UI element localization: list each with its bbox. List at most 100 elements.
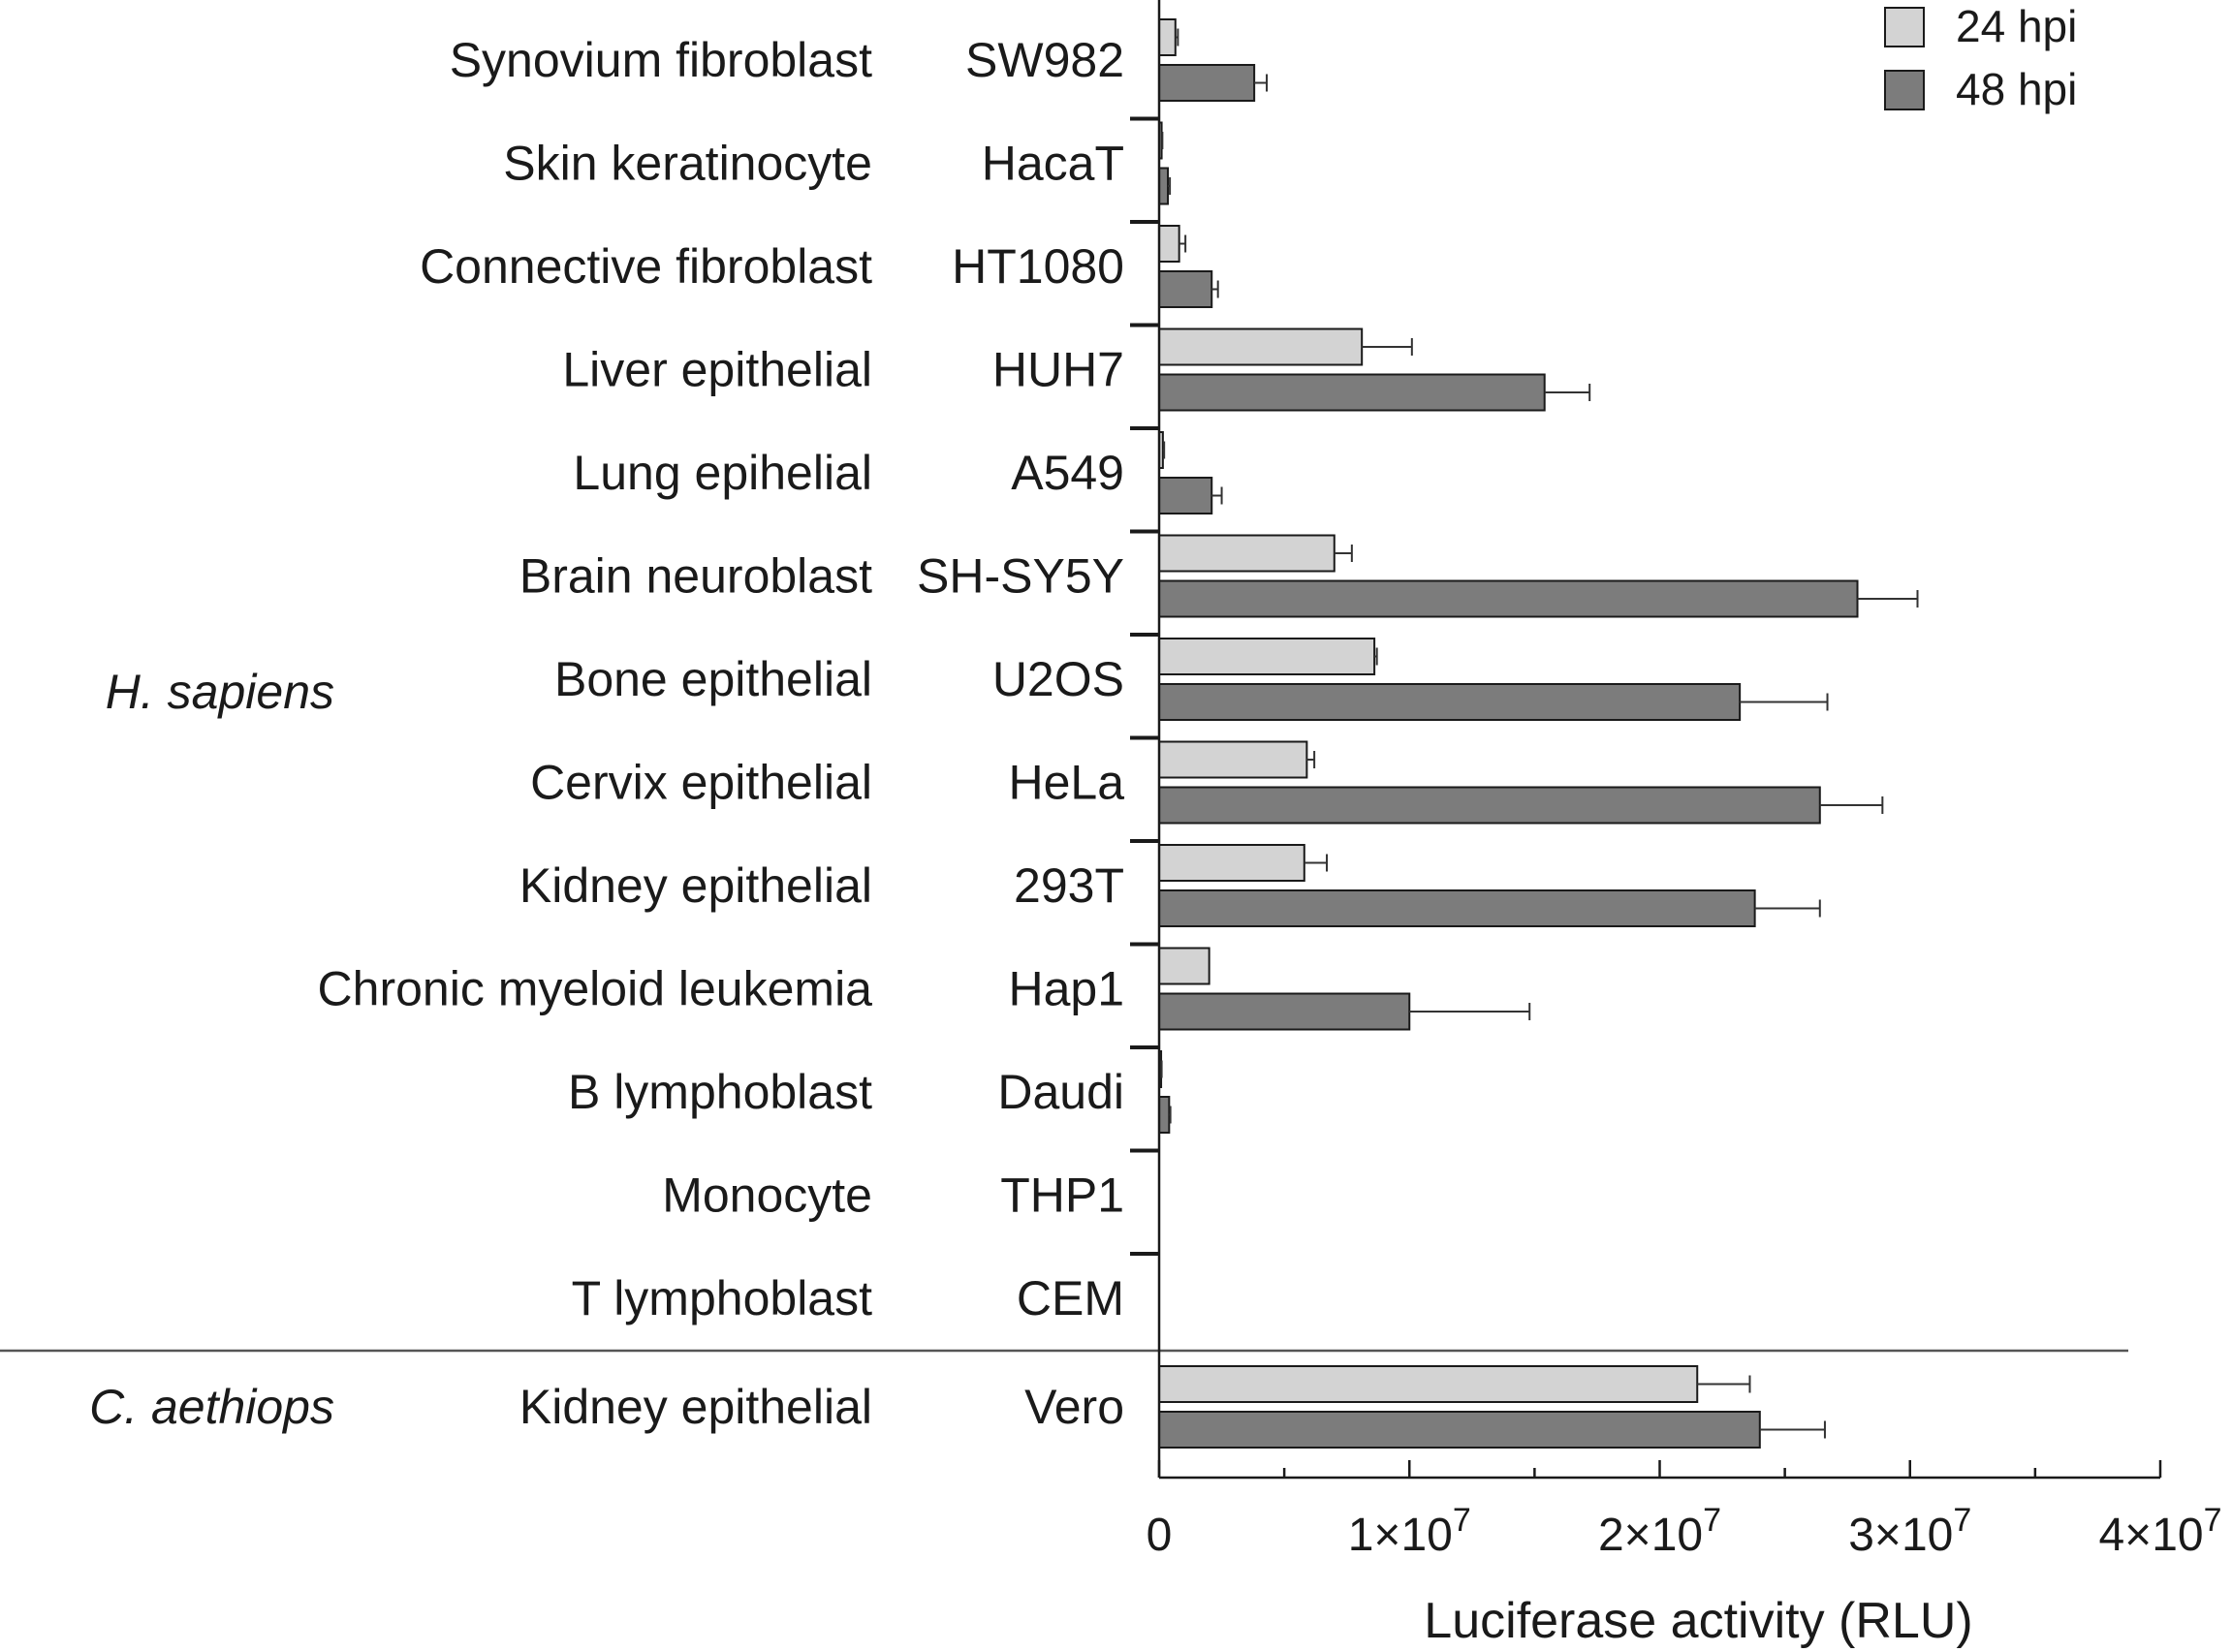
cell-line-label-sw982: SW982 [965,33,1124,87]
cell-type-label-u2os: Bone epithelial [554,652,872,706]
legend: 24 hpi 48 hpi [1884,1,2077,114]
cell-type-label-hacat: Skin keratinocyte [503,137,872,191]
bar-a549-48hpi [1158,477,1213,514]
x-tick-mantissa: 0 [1147,1510,1173,1561]
cell-type-label-cem: T lymphoblast [572,1271,872,1325]
bar-hela-48hpi [1158,786,1821,825]
error-bar-u2os-24hpi [1374,647,1378,666]
error-bar-vero-48hpi [1759,1420,1826,1439]
cell-type-label-a549: Lung epihelial [573,446,872,500]
cell-line-label-sh-sy5y: SH-SY5Y [917,549,1124,604]
x-tick-exponent: 7 [1703,1502,1721,1539]
species-labels: H. sapiens C. aethiops [89,665,334,1434]
cell-line-label-ht1080: HT1080 [952,239,1124,294]
bar-sw982-24hpi [1158,18,1177,56]
bar-vero-48hpi [1158,1411,1761,1449]
bar-huh7-24hpi [1158,327,1364,366]
cell-line-label-cem: CEM [1017,1271,1124,1325]
x-tick-exponent: 7 [1453,1502,1471,1539]
error-bar-hela-24hpi [1306,751,1316,768]
x-tick-label: 1×107 [1348,1502,1471,1561]
cell-type-label-thp1: Monocyte [662,1169,872,1223]
legend-label-24-hpi: 24 hpi [1956,1,2077,51]
cell-line-label-thp1: THP1 [1000,1169,1124,1223]
x-tick-label: 2×107 [1598,1502,1721,1561]
axes: 0 1×107 2×107 3×107 4×107 [0,0,2222,1561]
bar-huh7-48hpi [1158,373,1546,412]
error-bar-ht1080-48hpi [1211,280,1219,298]
legend-label-48-hpi: 48 hpi [1956,64,2077,114]
bar-293t-48hpi [1158,889,1756,927]
x-tick-label: 4×107 [2098,1502,2221,1561]
bar-sh-sy5y-24hpi [1158,534,1336,573]
bar-ht1080-24hpi [1158,225,1180,263]
legend-swatch-24-hpi [1884,7,1925,47]
bar-vero-24hpi [1158,1365,1699,1403]
cell-type-label-vero: Kidney epithelial [519,1380,872,1434]
cell-line-label-u2os: U2OS [992,652,1124,706]
bar-sw982-48hpi [1158,64,1256,102]
cell-type-label-293t: Kidney epithelial [519,858,872,913]
error-bar-huh7-24hpi [1362,338,1413,356]
cell-line-label-a549: A549 [1011,446,1124,500]
cell-line-label-hap1: Hap1 [1008,962,1124,1016]
error-bar-ht1080-24hpi [1179,234,1187,253]
legend-swatch-48-hpi [1884,70,1925,110]
error-bar-hap1-48hpi [1409,1003,1531,1020]
error-bar-293t-48hpi [1754,899,1821,918]
error-bar-hacat-24hpi [1161,132,1164,149]
bars [1158,18,1859,1449]
x-axis-title: Luciferase activity (RLU) [1424,1593,1972,1649]
x-tick-label: 0 [1147,1510,1173,1561]
cell-type-label-hap1: Chronic myeloid leukemia [318,962,873,1016]
cell-type-label-sh-sy5y: Brain neuroblast [519,549,872,604]
error-bar-u2os-48hpi [1740,693,1829,711]
error-bar-vero-24hpi [1697,1375,1751,1393]
bar-sh-sy5y-48hpi [1158,579,1859,618]
error-bar-sw982-48hpi [1254,74,1269,92]
x-tick-mantissa: 4×10 [2098,1510,2203,1561]
bar-293t-24hpi [1158,844,1305,882]
x-tick-label: 3×107 [1848,1502,1971,1561]
bar-daudi-48hpi [1158,1096,1171,1134]
x-tick-mantissa: 1×10 [1348,1510,1453,1561]
cell-line-label-daudi: Daudi [997,1065,1124,1119]
error-bar-293t-24hpi [1304,854,1329,872]
error-bar-daudi-24hpi [1160,1060,1163,1078]
x-tick-exponent: 7 [1953,1502,1971,1539]
error-bar-huh7-48hpi [1544,384,1591,401]
error-bar-a549-48hpi [1211,486,1223,505]
error-bars [1160,28,1919,1439]
cell-type-label-hela: Cervix epithelial [530,756,872,810]
bar-hap1-48hpi [1158,992,1411,1031]
cell-type-label-sw982: Synovium fibroblast [450,33,872,87]
x-tick-mantissa: 3×10 [1848,1510,1953,1561]
error-bar-sw982-24hpi [1175,28,1179,47]
species-label-h-sapiens: H. sapiens [106,665,334,719]
bar-u2os-48hpi [1158,683,1742,721]
row-labels: Synovium fibroblast SW982 Skin keratinocyt… [318,33,1125,1434]
bar-hap1-24hpi [1158,947,1210,985]
error-bar-a549-24hpi [1162,441,1166,459]
error-bar-sh-sy5y-24hpi [1334,545,1353,562]
error-bar-hela-48hpi [1819,796,1884,814]
cell-type-label-daudi: B lymphoblast [568,1065,872,1119]
error-bar-daudi-48hpi [1169,1106,1172,1124]
bar-ht1080-48hpi [1158,270,1213,308]
cell-line-label-hacat: HacaT [982,137,1124,191]
bar-hela-24hpi [1158,740,1308,779]
bar-u2os-24hpi [1158,638,1376,675]
error-bar-sh-sy5y-48hpi [1857,590,1919,608]
bar-hacat-48hpi [1158,167,1170,205]
cell-type-label-huh7: Liver epithelial [562,343,872,397]
cell-line-label-huh7: HUH7 [992,343,1124,397]
cell-line-label-hela: HeLa [1008,756,1124,810]
cell-line-label-293t: 293T [1014,858,1124,913]
x-tick-exponent: 7 [2204,1502,2222,1539]
cell-type-label-ht1080: Connective fibroblast [420,239,872,294]
cell-line-label-vero: Vero [1024,1380,1124,1434]
error-bar-hacat-48hpi [1168,177,1172,195]
x-tick-mantissa: 2×10 [1598,1510,1703,1561]
species-label-c-aethiops: C. aethiops [89,1380,334,1434]
